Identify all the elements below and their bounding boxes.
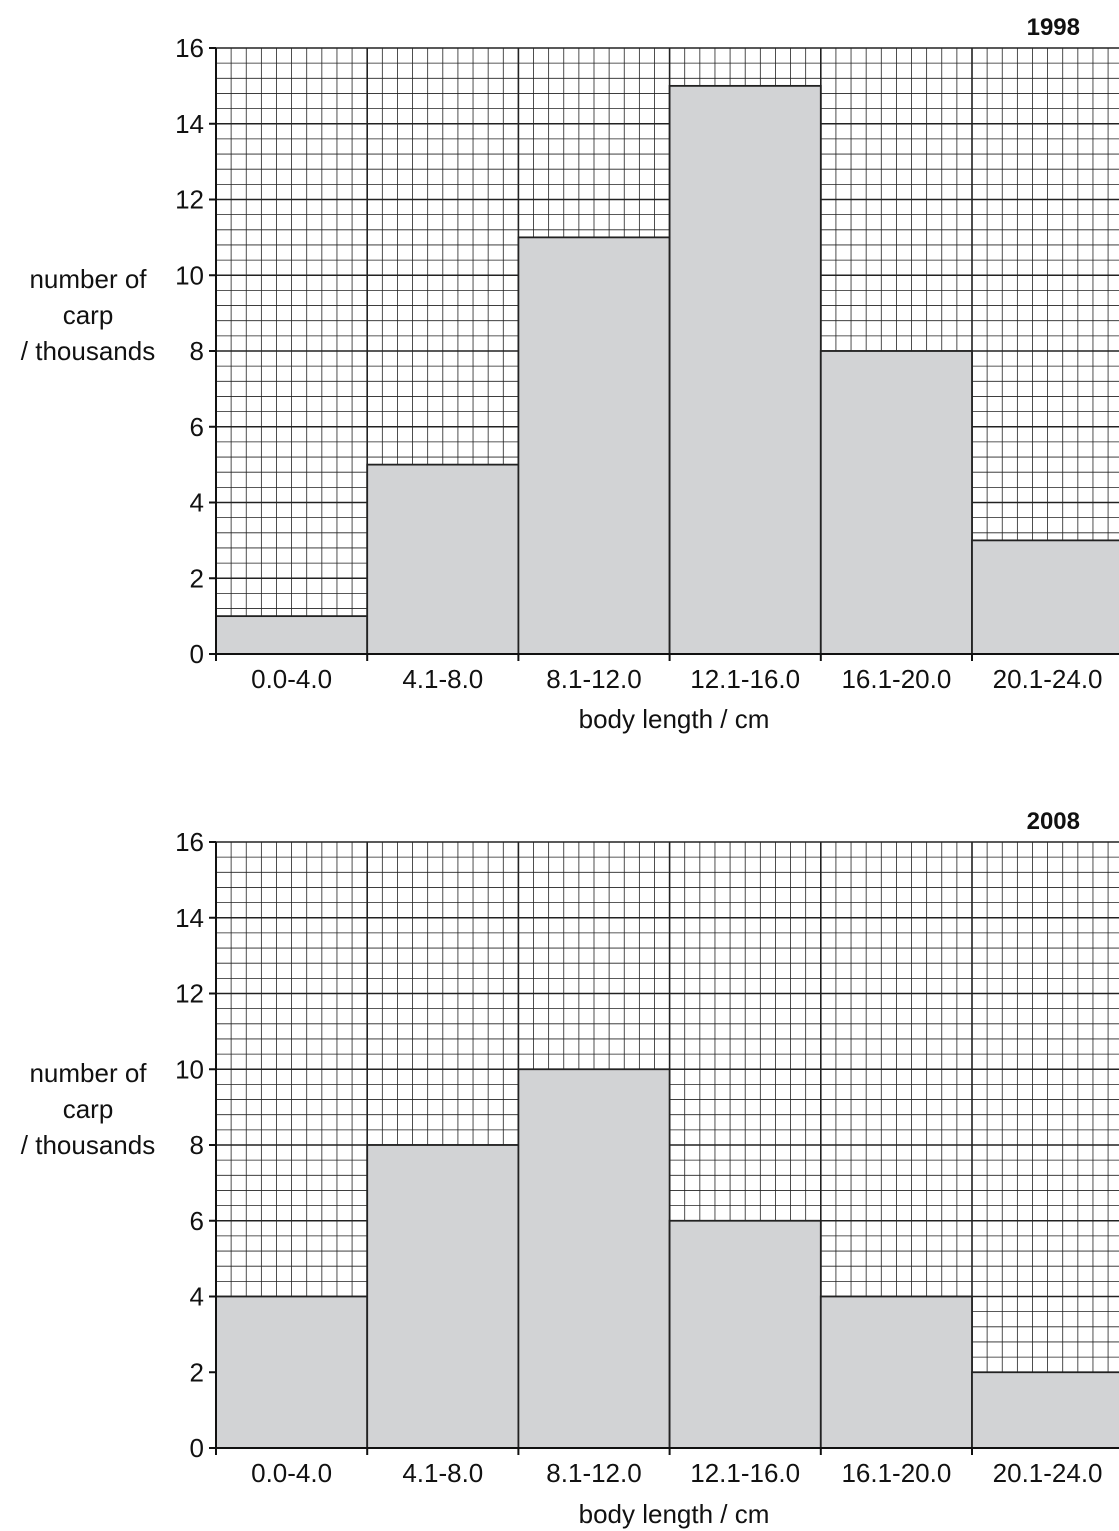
x-tick-label: 0.0-4.0	[251, 664, 332, 694]
bar-20.1-24.0	[971, 1371, 1119, 1449]
y-tick-label: 2	[190, 563, 204, 593]
y-tick-label: 0	[190, 639, 204, 669]
x-tick-label: 8.1-12.0	[546, 664, 641, 694]
bar-8.1-12.0	[517, 1068, 671, 1449]
y-tick-label: 16	[175, 827, 204, 857]
x-tick-label: 12.1-16.0	[690, 664, 800, 694]
bar-4.1-8.0	[366, 463, 520, 655]
y-tick-label: 12	[175, 185, 204, 215]
x-tick-label: 20.1-24.0	[993, 664, 1103, 694]
bars	[215, 1068, 1119, 1449]
histogram-1998: 0 2 4 6 8 10 12 14 16 0.0-4.0 4.1-8.0 8.1-12.0 12.1-…	[21, 14, 1119, 734]
y-tick-label: 6	[190, 412, 204, 442]
y-axis-label-line: / thousands	[21, 336, 155, 366]
x-tick-label: 4.1-8.0	[402, 1458, 483, 1488]
y-tick-label: 8	[190, 336, 204, 366]
y-axis-label-line: / thousands	[21, 1130, 155, 1160]
x-tick-label: 0.0-4.0	[251, 1458, 332, 1488]
y-axis-label-line: carp	[63, 1094, 114, 1124]
bars	[215, 84, 1119, 655]
x-tick-label: 20.1-24.0	[993, 1458, 1103, 1488]
y-axis-label-line: carp	[63, 300, 114, 330]
x-axis-label: body length / cm	[579, 1499, 770, 1529]
bar-12.1-16.0	[668, 1219, 822, 1449]
bar-4.1-8.0	[366, 1144, 520, 1449]
chart-title: 1998	[1027, 14, 1080, 41]
bar-0.0-4.0	[215, 1295, 369, 1449]
y-tick-label: 4	[190, 488, 204, 518]
y-axis-label-line: number of	[29, 264, 147, 294]
y-tick-label: 2	[190, 1357, 204, 1387]
bar-16.1-20.0	[819, 350, 973, 655]
bar-16.1-20.0	[819, 1295, 973, 1449]
y-axis-label-line: number of	[29, 1058, 147, 1088]
chart-title: 2008	[1027, 808, 1080, 835]
y-tick-label: 10	[175, 260, 204, 290]
x-tick-label: 4.1-8.0	[402, 664, 483, 694]
histogram-2008: 0 2 4 6 8 10 12 14 16 0.0-4.0 4.1-8.0 8.1-12.0 12.1-…	[21, 808, 1119, 1529]
x-tick-label: 12.1-16.0	[690, 1458, 800, 1488]
x-tick-label: 8.1-12.0	[546, 1458, 641, 1488]
y-tick-label: 6	[190, 1206, 204, 1236]
y-tick-label: 0	[190, 1433, 204, 1463]
bar-8.1-12.0	[517, 236, 671, 655]
x-axis-label: body length / cm	[579, 704, 770, 734]
bar-20.1-24.0	[971, 539, 1119, 655]
x-tick-label: 16.1-20.0	[841, 1458, 951, 1488]
y-tick-label: 14	[175, 109, 204, 139]
y-tick-label: 12	[175, 979, 204, 1009]
x-tick-label: 16.1-20.0	[841, 664, 951, 694]
y-tick-label: 4	[190, 1282, 204, 1312]
y-tick-label: 10	[175, 1054, 204, 1084]
y-tick-label: 16	[175, 33, 204, 63]
y-tick-label: 8	[190, 1130, 204, 1160]
bar-0.0-4.0	[215, 615, 369, 655]
y-tick-label: 14	[175, 903, 204, 933]
bar-12.1-16.0	[668, 84, 822, 655]
